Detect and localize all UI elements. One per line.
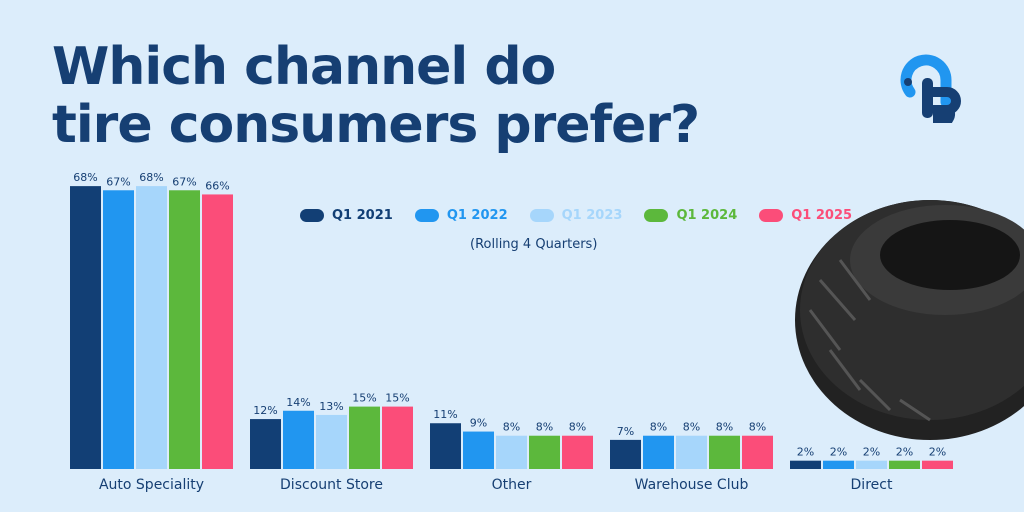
data-label: 11% (433, 408, 457, 421)
category-label: Other (492, 477, 532, 493)
data-label: 2% (830, 446, 847, 459)
bar (529, 435, 560, 469)
tire-image (795, 200, 1024, 440)
data-label: 68% (139, 171, 163, 184)
data-label: 2% (797, 446, 814, 459)
bar (70, 186, 101, 469)
bar (283, 410, 314, 469)
bar (823, 460, 854, 469)
bar (610, 439, 641, 469)
legend-item: Q1 2025 (759, 208, 852, 223)
bar (463, 431, 494, 469)
data-label: 8% (503, 421, 520, 434)
title-line-1: Which channel do (52, 37, 556, 97)
legend-item: Q1 2024 (644, 208, 737, 223)
data-label: 68% (73, 171, 97, 184)
data-label: 2% (896, 446, 913, 459)
title-line-2: tire consumers prefer? (52, 95, 700, 155)
legend-label: Q1 2022 (446, 208, 508, 223)
bar (856, 460, 887, 469)
data-label: 2% (929, 446, 946, 459)
bar (922, 460, 953, 469)
bar (430, 423, 461, 469)
legend-item: Q1 2021 (300, 208, 393, 223)
legend-swatch (759, 209, 784, 222)
bar (889, 460, 920, 469)
legend-swatch (644, 209, 669, 222)
data-label: 7% (617, 425, 634, 438)
data-label: 66% (205, 179, 229, 192)
legend-label: Q1 2025 (791, 208, 853, 223)
page-title: Which channel do tire consumers prefer? (52, 37, 700, 155)
legend: Q1 2021 Q1 2022 Q1 2023 Q1 2024 Q1 2025 (300, 208, 852, 223)
data-label: 8% (716, 421, 733, 434)
data-label: 2% (863, 446, 880, 459)
bar (382, 406, 413, 469)
bar (562, 435, 593, 469)
legend-label: Q1 2024 (676, 208, 738, 223)
bar (496, 435, 527, 469)
data-label: 12% (253, 404, 277, 417)
data-label: 67% (106, 175, 130, 188)
bar (676, 435, 707, 469)
data-label: 15% (352, 392, 376, 405)
bar (316, 414, 347, 469)
chart-subtitle: (Rolling 4 Quarters) (470, 237, 598, 252)
data-label: 8% (536, 421, 553, 434)
legend-item: Q1 2023 (529, 208, 623, 223)
data-label: 8% (683, 421, 700, 434)
legend-label: Q1 2021 (332, 208, 393, 223)
data-label: 8% (749, 421, 766, 434)
brand-logo (900, 54, 961, 123)
data-label: 8% (569, 421, 586, 434)
bar (169, 190, 200, 469)
bar (136, 186, 167, 469)
data-label: 14% (286, 396, 310, 409)
bar (103, 190, 134, 469)
data-label: 9% (470, 417, 487, 430)
bar (250, 419, 281, 469)
legend-item: Q1 2022 (414, 208, 508, 223)
data-label: 8% (650, 421, 667, 434)
category-label: Direct (851, 477, 893, 493)
bar (790, 460, 821, 469)
bar (643, 435, 674, 469)
legend-swatch (300, 209, 324, 222)
bar (202, 194, 233, 469)
category-label: Discount Store (280, 477, 383, 493)
data-label: 13% (319, 400, 343, 413)
bar (709, 435, 740, 469)
data-label: 67% (172, 175, 196, 188)
bar (742, 435, 773, 469)
legend-swatch (414, 209, 439, 222)
legend-label: Q1 2023 (561, 208, 623, 223)
legend-swatch (529, 209, 554, 222)
category-label: Auto Speciality (99, 477, 204, 493)
data-label: 15% (385, 392, 409, 405)
category-label: Warehouse Club (635, 477, 749, 493)
bar (349, 406, 380, 469)
